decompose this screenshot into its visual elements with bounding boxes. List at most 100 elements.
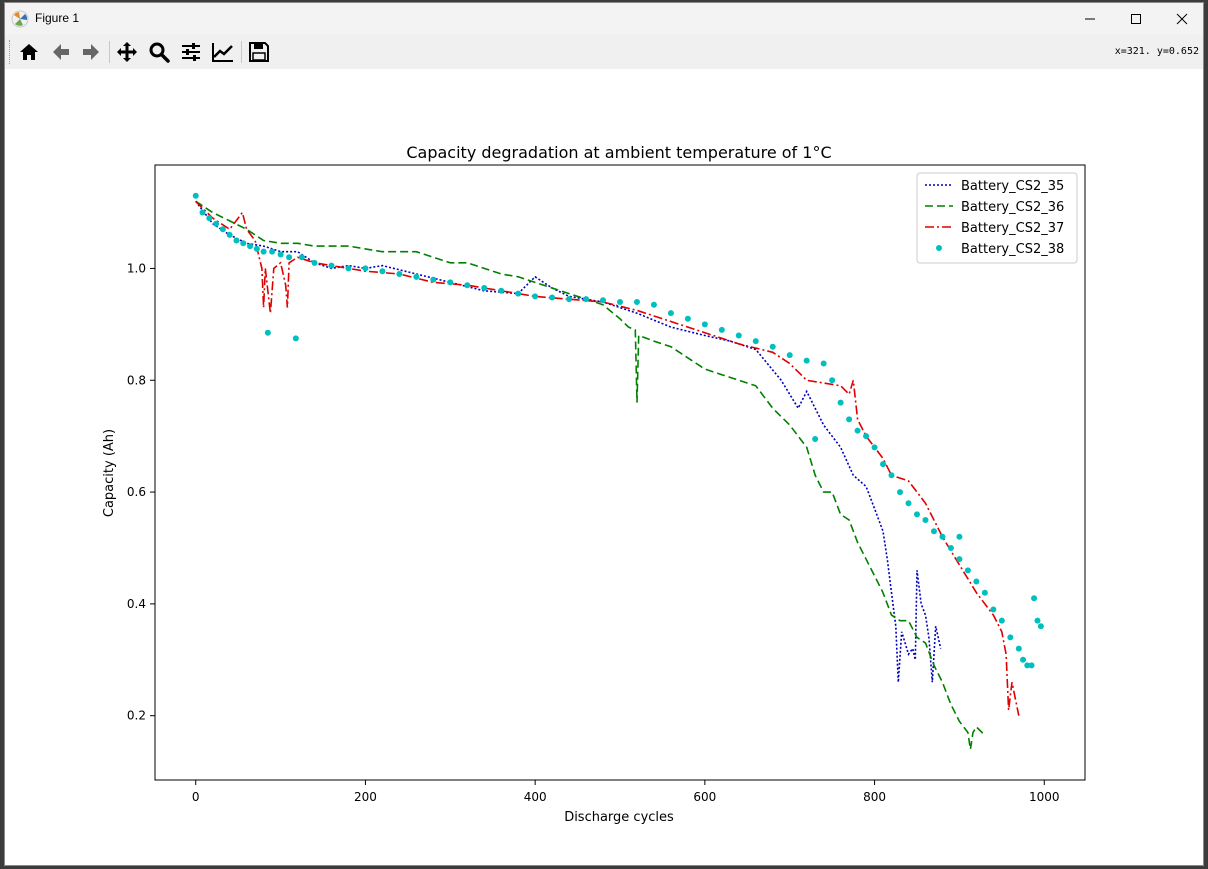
close-button[interactable] — [1159, 3, 1203, 35]
data-point — [233, 237, 240, 244]
data-point — [803, 357, 810, 364]
figure-canvas: Capacity degradation at ambient temperat… — [5, 69, 1203, 865]
data-point — [498, 287, 505, 294]
legend: Battery_CS2_35 Battery_CS2_36 Battery_CS2_… — [916, 172, 1078, 264]
configure-subplots-button[interactable] — [177, 39, 205, 65]
axes-frame — [154, 164, 1086, 781]
toolbar-separator — [241, 41, 242, 63]
data-point — [532, 293, 539, 300]
data-point — [328, 262, 335, 269]
data-point — [515, 290, 522, 297]
data-point — [998, 617, 1005, 624]
maximize-button[interactable] — [1113, 3, 1159, 35]
data-point — [269, 248, 276, 255]
data-point — [413, 273, 420, 280]
data-point — [219, 226, 226, 233]
save-icon — [249, 42, 269, 62]
data-point — [633, 298, 640, 305]
legend-label: Battery_CS2_37 — [961, 221, 1064, 236]
data-point — [650, 301, 657, 308]
data-point — [464, 282, 471, 289]
data-point — [981, 589, 988, 596]
x-tick-label: 800 — [863, 790, 886, 804]
home-icon — [20, 44, 38, 60]
data-point — [1007, 634, 1014, 641]
data-point — [1015, 645, 1022, 652]
data-point — [752, 338, 759, 345]
data-point — [871, 444, 878, 451]
y-tick-label: 0.2 — [127, 709, 146, 723]
data-point — [396, 271, 403, 278]
series-layer — [192, 192, 1044, 750]
minimize-icon — [1085, 18, 1095, 20]
data-point — [820, 360, 827, 367]
back-arrow-icon — [53, 44, 69, 60]
back-button[interactable] — [47, 39, 75, 65]
data-point — [240, 240, 247, 247]
data-point — [430, 276, 437, 283]
data-point — [206, 215, 213, 222]
navigation-toolbar: x=321. y=0.652 — [5, 35, 1203, 70]
home-button[interactable] — [15, 39, 43, 65]
data-point — [1034, 617, 1041, 624]
data-point — [292, 335, 299, 342]
chart-svg[interactable]: Capacity degradation at ambient temperat… — [5, 69, 1203, 865]
data-point — [345, 265, 352, 272]
legend-marker — [936, 245, 942, 251]
data-point — [583, 296, 590, 303]
edit-axis-icon — [212, 43, 233, 62]
minimize-button[interactable] — [1067, 3, 1113, 35]
title-bar: Figure 1 — [5, 3, 1203, 35]
data-point — [667, 310, 674, 317]
data-point — [600, 297, 607, 304]
y-tick-label: 0.8 — [127, 373, 146, 387]
series-battery-cs2-38 — [192, 192, 1044, 669]
data-point — [888, 472, 895, 479]
data-point — [264, 329, 271, 336]
x-axis-label: Discharge cycles — [564, 810, 674, 825]
data-point — [277, 251, 284, 258]
data-point — [286, 254, 293, 261]
cursor-coordinates: x=321. y=0.652 — [1114, 46, 1199, 57]
zoom-button[interactable] — [145, 39, 173, 65]
save-button[interactable] — [245, 39, 273, 65]
data-point — [1037, 623, 1044, 630]
forward-button[interactable] — [77, 39, 105, 65]
edit-axis-button[interactable] — [209, 39, 237, 65]
x-axis-ticks: 0 200 400 600 800 1000 — [192, 780, 1060, 804]
pan-button[interactable] — [113, 39, 141, 65]
data-point — [786, 352, 793, 359]
maximize-icon — [1131, 14, 1141, 24]
data-point — [930, 528, 937, 535]
data-point — [922, 517, 929, 524]
data-point — [226, 231, 233, 238]
x-tick-label: 1000 — [1029, 790, 1060, 804]
toolbar-separator — [109, 41, 110, 63]
y-tick-label: 1.0 — [127, 261, 146, 275]
y-axis-ticks: 0.2 0.4 0.6 0.8 1.0 — [127, 261, 155, 723]
close-icon — [1176, 13, 1188, 25]
x-tick-label: 400 — [524, 790, 547, 804]
data-point — [701, 321, 708, 328]
data-point — [956, 533, 963, 540]
data-point — [846, 416, 853, 423]
pan-icon — [117, 42, 137, 62]
data-point — [684, 315, 691, 322]
data-point — [956, 556, 963, 563]
x-tick-label: 600 — [693, 790, 716, 804]
data-point — [447, 279, 454, 286]
chart-title: Capacity degradation at ambient temperat… — [406, 143, 831, 162]
data-point — [1031, 595, 1038, 602]
data-point — [905, 500, 912, 507]
legend-label: Battery_CS2_36 — [961, 200, 1064, 215]
data-point — [913, 511, 920, 518]
data-point — [260, 248, 267, 255]
series-line-battery-cs2-36 — [195, 200, 986, 750]
data-point — [973, 578, 980, 585]
series-line-battery-cs2-37 — [195, 200, 1020, 716]
data-point — [1028, 662, 1035, 669]
data-point — [829, 377, 836, 384]
data-point — [379, 268, 386, 275]
data-point — [311, 259, 318, 266]
legend-box — [916, 172, 1078, 264]
